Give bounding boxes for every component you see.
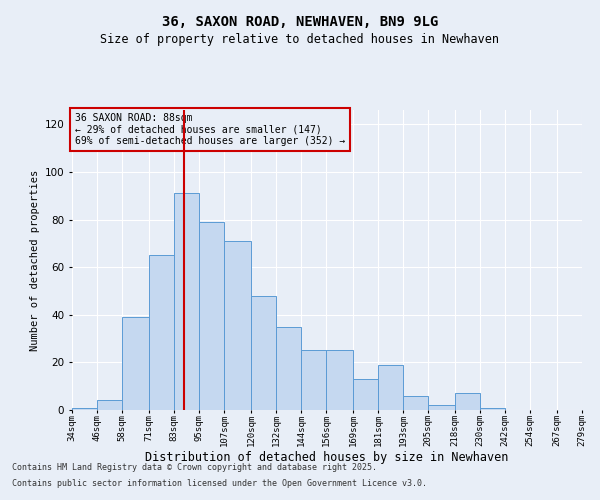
- Bar: [251, 296, 276, 410]
- Text: 36, SAXON ROAD, NEWHAVEN, BN9 9LG: 36, SAXON ROAD, NEWHAVEN, BN9 9LG: [162, 15, 438, 29]
- Bar: [353, 379, 378, 410]
- Bar: [199, 222, 224, 410]
- Bar: [326, 350, 353, 410]
- Text: Size of property relative to detached houses in Newhaven: Size of property relative to detached ho…: [101, 32, 499, 46]
- Bar: [97, 400, 122, 410]
- Bar: [480, 408, 505, 410]
- X-axis label: Distribution of detached houses by size in Newhaven: Distribution of detached houses by size …: [145, 450, 509, 464]
- Bar: [378, 365, 403, 410]
- Bar: [403, 396, 428, 410]
- Bar: [174, 194, 199, 410]
- Bar: [276, 326, 301, 410]
- Bar: [428, 405, 455, 410]
- Text: Contains public sector information licensed under the Open Government Licence v3: Contains public sector information licen…: [12, 478, 427, 488]
- Bar: [224, 241, 251, 410]
- Bar: [149, 255, 174, 410]
- Y-axis label: Number of detached properties: Number of detached properties: [31, 170, 40, 350]
- Text: 36 SAXON ROAD: 88sqm
← 29% of detached houses are smaller (147)
69% of semi-deta: 36 SAXON ROAD: 88sqm ← 29% of detached h…: [74, 113, 345, 146]
- Bar: [301, 350, 326, 410]
- Bar: [122, 317, 149, 410]
- Bar: [72, 408, 97, 410]
- Text: Contains HM Land Registry data © Crown copyright and database right 2025.: Contains HM Land Registry data © Crown c…: [12, 464, 377, 472]
- Bar: [455, 394, 480, 410]
